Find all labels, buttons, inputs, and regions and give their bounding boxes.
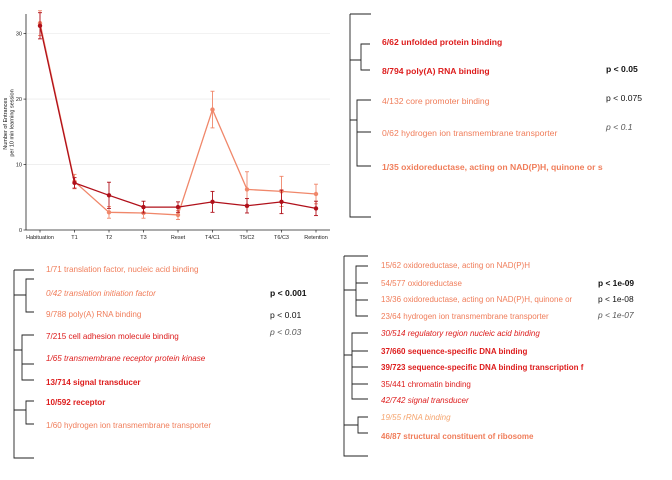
data-point [37,23,43,28]
series-line [39,23,317,216]
go-term-label: 30/514 regulatory region nucleic acid bi… [381,329,540,338]
top-right-go-panel: 6/62 unfolded protein binding 8/794 poly(… [349,13,642,218]
y-ticks: 0 10 20 30 [16,32,26,234]
p-value-legend-label: p < 0.01 [270,310,302,320]
data-point [106,210,112,215]
p-value-legend-label: p < 1e-08 [598,294,634,304]
data-point [313,206,319,211]
go-term-label: 23/64 hydrogen ion transmembrane transpo… [381,312,549,321]
series-2 [37,10,319,220]
data-point [210,199,215,205]
go-term-label: 39/723 sequence-specific DNA binding tra… [381,363,584,372]
p-value-legend-label: p < 0.1 [605,122,633,132]
p-value-legend-label: p < 0.001 [270,288,307,298]
data-point [106,193,112,198]
bottom-right-go-panel: 15/62 oxidoreductase, acting on NAD(P)H 5… [343,255,634,457]
go-term-label: 6/62 unfolded protein binding [382,37,502,47]
x-tick-label: Retention [304,235,328,241]
go-term-label: 46/87 structural constituent of ribosome [381,432,534,441]
go-term-label: 19/55 rRNA binding [381,413,451,422]
go-term-label: 8/794 poly(A) RNA binding [382,66,490,76]
x-tick-label: Reset [171,235,186,241]
series-line [39,25,317,210]
go-term-label: 0/62 hydrogen ion transmembrane transpor… [382,128,557,138]
data-point [210,107,215,112]
x-ticks: Habituation T1 T2 T3 Reset T4/C1 T5/C2 T6/C3 Ret… [26,230,328,241]
data-point [141,204,146,210]
dendrogram [343,255,368,457]
x-tick-label: T2 [106,235,112,241]
y-tick-label: 10 [16,163,22,169]
go-term-label: 37/660 sequence-specific DNA binding [381,347,528,356]
y-tick-label: 30 [16,32,22,38]
go-term-label: 13/714 signal transducer [46,378,141,387]
go-term-label: 54/577 oxidoreductase [381,279,463,288]
p-value-legend-label: p < 0.03 [269,327,302,337]
go-term-label: 0/42 translation initiation factor [46,289,156,298]
x-tick-label: T3 [140,235,146,241]
dendrogram [349,13,371,218]
x-tick-label: T4/C1 [205,235,220,241]
go-term-label: 1/65 transmembrane receptor protein kina… [46,354,206,363]
data-point [244,187,250,192]
chart-series [37,10,319,220]
x-tick-label: T1 [71,235,77,241]
x-tick-label: T5/C2 [240,235,255,241]
go-term-label: 35/441 chromatin binding [381,380,471,389]
go-term-label: 1/71 translation factor, nucleic acid bi… [46,265,199,274]
p-value-legend-label: p < 0.075 [606,93,642,103]
go-term-label: 9/788 poly(A) RNA binding [46,310,141,319]
line-chart: 0 10 20 30 Habituation T1 T2 T3 Reset T4/C1 T5/C2… [3,10,330,241]
bottom-left-go-panel: 1/71 translation factor, nucleic acid bi… [13,265,307,459]
go-term-label: 1/60 hydrogen ion transmembrane transpor… [46,421,211,430]
go-term-label: 15/62 oxidoreductase, acting on NAD(P)H [381,261,530,270]
data-point [313,191,319,197]
y-axis-label: Number of Entrances per 10 min learning … [3,89,16,156]
data-point [175,204,181,210]
chart-grid [26,33,330,165]
go-term-label: 1/35 oxidoreductase, acting on NAD(P)H, … [382,162,603,172]
go-term-label: 13/36 oxidoreductase, acting on NAD(P)H,… [381,295,573,304]
x-tick-label: Habituation [26,235,54,241]
go-term-label: 10/592 receptor [46,398,106,407]
y-tick-label: 0 [19,228,22,234]
x-tick-label: T6/C3 [274,235,289,241]
go-term-label: 7/215 cell adhesion molecule binding [46,332,179,341]
series-1 [37,12,319,217]
data-point [72,180,77,186]
p-value-legend-label: p < 1e-07 [597,310,634,320]
go-term-label: 42/742 signal transducer [381,396,469,405]
p-value-legend-label: p < 0.05 [606,64,638,74]
go-term-label: 4/132 core promoter binding [382,96,490,106]
p-value-legend-label: p < 1e-09 [598,278,634,288]
y-tick-label: 20 [16,97,22,103]
data-point [244,203,250,208]
data-point [175,212,181,218]
dendrogram [13,269,34,459]
data-point [279,199,284,205]
